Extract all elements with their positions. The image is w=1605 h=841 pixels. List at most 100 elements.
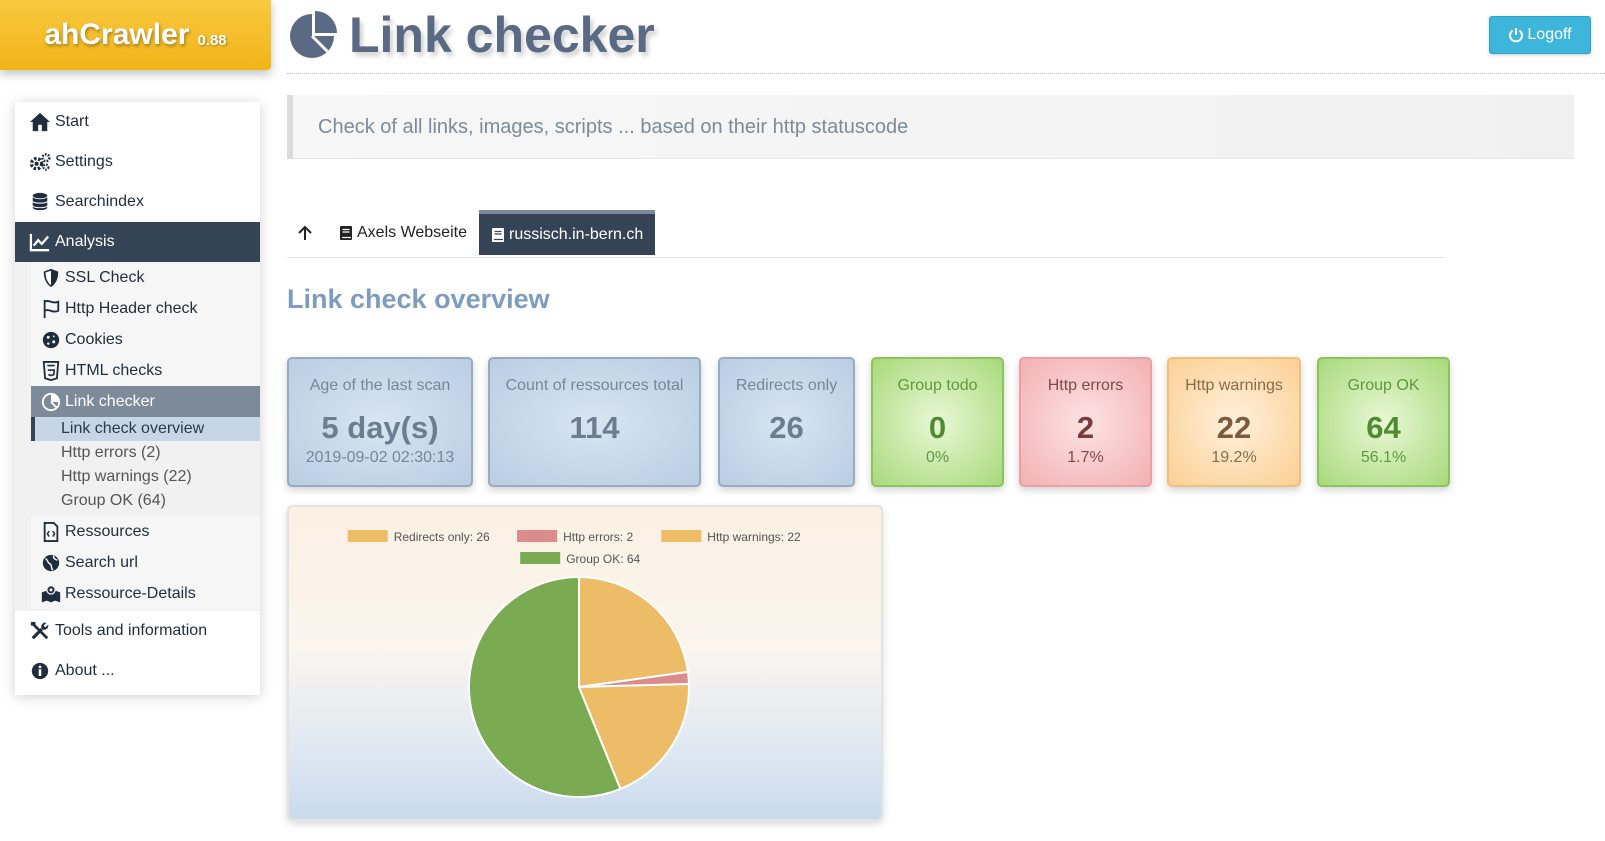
sidebar-item-ressource-details[interactable]: Ressource-Details xyxy=(31,578,260,609)
pie-slice-redirects-only[interactable] xyxy=(578,575,690,689)
logoff-label: Logoff xyxy=(1527,26,1572,43)
section-title: Link check overview xyxy=(287,284,550,314)
legend-item-redirects-only[interactable]: Redirects only: 26 xyxy=(347,530,490,544)
pie-chart-icon xyxy=(290,11,337,58)
tab-axels-webseite[interactable]: Axels Webseite xyxy=(327,210,479,255)
tile-label: Redirects only xyxy=(735,377,838,394)
page-header: Link checker Logoff xyxy=(287,0,1605,74)
map-marked-icon xyxy=(41,584,61,602)
gears-icon xyxy=(29,153,51,171)
sidebar-item-label: Tools and information xyxy=(55,622,208,639)
legend-item-group-ok[interactable]: Group OK: 64 xyxy=(520,552,641,566)
arrow-up-icon xyxy=(298,225,312,240)
sidebar-item-searchindex[interactable]: Searchindex xyxy=(15,182,260,222)
tile-subtext: 56.1% xyxy=(1360,449,1407,466)
tile-count-ressources[interactable]: Count of ressources total 114 xyxy=(488,357,701,487)
tile-value: 26 xyxy=(769,410,804,445)
legend-swatch xyxy=(347,530,388,542)
tab-russisch-in-bern[interactable]: russisch.in-bern.ch xyxy=(478,210,656,255)
description-text: Check of all links, images, scripts ... … xyxy=(318,115,909,138)
chart-legend: Redirects only: 26 Http errors: 2 Http war… xyxy=(347,530,801,566)
sidebar-item-link-checker[interactable]: Link checker xyxy=(31,386,260,417)
globe-icon xyxy=(42,554,60,571)
sidebar: Start Settings Searchindex Analysis SSL … xyxy=(15,102,260,695)
sidebar-item-http-header-check[interactable]: Http Header check xyxy=(31,293,260,324)
sidebar-item-label: Start xyxy=(55,113,89,130)
tile-subtext: 19.2% xyxy=(1211,449,1257,466)
sidebar-item-label: Ressource-Details xyxy=(65,584,196,602)
legend-swatch xyxy=(517,530,558,542)
tab-label: russisch.in-bern.ch xyxy=(508,225,644,243)
tile-http-errors[interactable]: Http errors 2 1.7% xyxy=(1019,357,1152,487)
tile-value: 5 day(s) xyxy=(321,410,439,445)
sidebar-item-analysis[interactable]: Analysis xyxy=(15,222,260,262)
chart-line-icon xyxy=(29,233,50,252)
home-icon xyxy=(30,112,50,132)
sidebar-item-label: Link check overview xyxy=(61,420,205,437)
sidebar-item-http-errors[interactable]: Http errors (2) xyxy=(31,441,260,465)
logoff-button[interactable]: Logoff xyxy=(1489,16,1591,54)
sidebar-item-label: Cookies xyxy=(65,330,123,348)
tile-value: 114 xyxy=(569,410,620,445)
tile-group-todo[interactable]: Group todo 0 0% xyxy=(871,357,1004,487)
file-code-icon xyxy=(43,521,59,542)
pie-slice-group-ok[interactable] xyxy=(467,575,622,798)
sidebar-item-cookies[interactable]: Cookies xyxy=(31,324,260,355)
sidebar-item-label: Http Header check xyxy=(65,299,198,317)
html5-icon xyxy=(42,360,60,381)
tile-label: Group OK xyxy=(1347,377,1420,394)
database-icon xyxy=(32,192,48,211)
legend-label: Http warnings: 22 xyxy=(707,530,801,544)
tile-value: 64 xyxy=(1366,410,1401,445)
shield-icon xyxy=(43,268,59,287)
tab-up[interactable] xyxy=(287,210,327,255)
tile-redirects-only[interactable]: Redirects only 26 xyxy=(718,357,855,487)
pie-chart-icon xyxy=(41,392,61,411)
sidebar-item-start[interactable]: Start xyxy=(15,102,260,142)
tile-label: Count of ressources total xyxy=(505,377,684,394)
tile-subtext: 0% xyxy=(925,449,950,466)
legend-label: Redirects only: 26 xyxy=(394,530,490,544)
page-title: Link checker xyxy=(287,6,655,64)
sidebar-item-tools[interactable]: Tools and information xyxy=(15,611,260,651)
page-title-text: Link checker xyxy=(349,7,655,63)
flag-icon xyxy=(43,299,60,318)
sidebar-item-about[interactable]: About ... xyxy=(15,651,260,691)
pie-slice-http-warnings[interactable] xyxy=(577,682,690,791)
sidebar-item-label: Analysis xyxy=(55,233,115,250)
book-icon xyxy=(340,225,352,240)
tile-label: Http errors xyxy=(1047,377,1124,394)
sidebar-item-settings[interactable]: Settings xyxy=(15,142,260,182)
brand-version: 0.88 xyxy=(197,31,227,49)
sidebar-item-label: SSL Check xyxy=(65,268,145,286)
sidebar-item-label: HTML checks xyxy=(65,361,163,379)
sidebar-item-http-warnings[interactable]: Http warnings (22) xyxy=(31,465,260,489)
legend-item-http-warnings[interactable]: Http warnings: 22 xyxy=(661,530,801,544)
brand-name: ahCrawler xyxy=(44,18,190,51)
sidebar-item-label: Searchindex xyxy=(55,193,144,210)
tile-value: 22 xyxy=(1216,410,1252,445)
sidebar-item-group-ok[interactable]: Group OK (64) xyxy=(31,489,260,513)
sidebar-item-label: Group OK (64) xyxy=(61,492,166,509)
sidebar-item-label: About ... xyxy=(55,662,115,679)
sidebar-item-html-checks[interactable]: HTML checks xyxy=(31,355,260,386)
sidebar-item-link-check-overview[interactable]: Link check overview xyxy=(31,417,260,441)
tools-icon xyxy=(30,621,49,640)
brand-logo[interactable]: ahCrawler 0.88 xyxy=(0,0,271,70)
sidebar-item-ressources[interactable]: Ressources xyxy=(31,516,260,547)
tile-subtext: 2019-09-02 02:30:13 xyxy=(305,449,455,466)
legend-item-http-errors[interactable]: Http errors: 2 xyxy=(517,530,633,544)
tile-label: Group todo xyxy=(897,377,978,394)
tile-label: Age of the last scan xyxy=(309,377,451,394)
sidebar-item-label: Search url xyxy=(65,553,138,571)
sidebar-item-label: Http errors (2) xyxy=(61,444,161,461)
sidebar-item-search-url[interactable]: Search url xyxy=(31,547,260,578)
sidebar-item-label: Http warnings (22) xyxy=(61,468,192,485)
sidebar-item-label: Link checker xyxy=(65,392,155,410)
sidebar-item-label: Ressources xyxy=(65,522,150,540)
tile-http-warnings[interactable]: Http warnings 22 19.2% xyxy=(1167,357,1301,487)
sidebar-item-ssl-check[interactable]: SSL Check xyxy=(31,262,260,293)
pie-slices xyxy=(467,575,690,798)
tile-age-last-scan[interactable]: Age of the last scan 5 day(s) 2019-09-02… xyxy=(287,357,473,487)
tile-group-ok[interactable]: Group OK 64 56.1% xyxy=(1317,357,1450,487)
